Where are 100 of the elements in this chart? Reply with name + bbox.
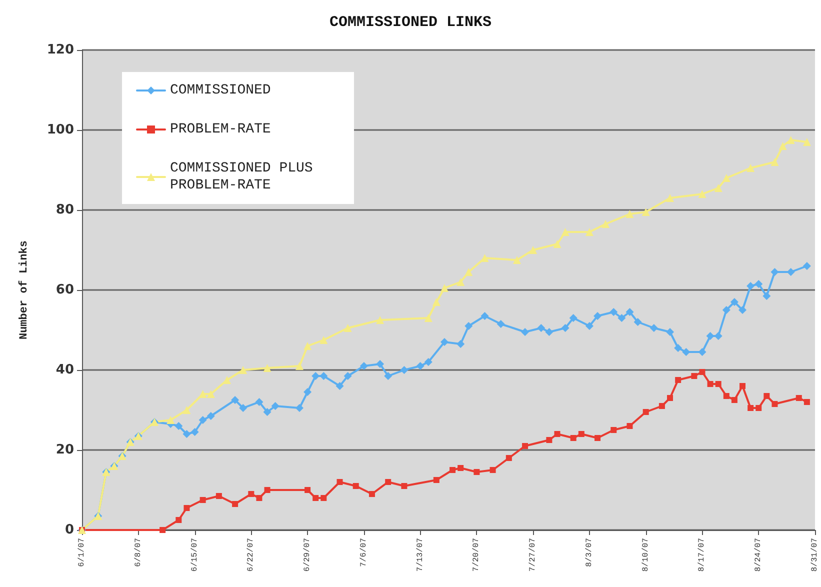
point <box>626 423 633 429</box>
point <box>239 366 248 374</box>
point <box>578 431 584 437</box>
point <box>456 278 465 286</box>
x-tick-label: 6/22/07 <box>246 538 256 572</box>
point <box>336 479 343 485</box>
point <box>385 479 392 485</box>
point <box>715 381 722 387</box>
x-tick-label: 8/17/07 <box>698 538 707 572</box>
point <box>666 194 674 202</box>
point <box>432 298 440 306</box>
point <box>304 487 311 493</box>
point <box>248 491 254 497</box>
point <box>667 395 674 401</box>
point <box>698 190 706 198</box>
x-tick-label: 7/27/07 <box>528 538 538 572</box>
point <box>770 158 779 166</box>
point <box>176 517 182 523</box>
point <box>642 409 649 415</box>
point <box>376 316 384 324</box>
point <box>764 393 770 399</box>
point <box>778 142 787 150</box>
x-tick-label: 6/29/07 <box>303 538 312 572</box>
y-tick-label: 0 <box>64 522 74 538</box>
point <box>740 383 746 389</box>
point <box>772 401 778 407</box>
y-tick-label: 80 <box>56 202 74 218</box>
point <box>722 174 730 182</box>
y-axis-title: Number of Links <box>18 240 30 340</box>
y-tick-label: 120 <box>46 42 74 58</box>
point <box>368 491 375 497</box>
point <box>554 431 560 437</box>
point <box>450 467 456 473</box>
point <box>642 208 650 216</box>
point <box>756 405 762 411</box>
point <box>216 493 222 499</box>
x-tick-label: 7/13/07 <box>416 538 425 572</box>
point <box>424 314 432 322</box>
point <box>506 455 512 461</box>
point <box>731 397 738 403</box>
x-tick-label: 7/6/07 <box>359 538 368 567</box>
point <box>610 427 617 433</box>
point <box>570 435 576 441</box>
point <box>433 477 440 483</box>
point <box>480 254 489 262</box>
point <box>232 501 238 507</box>
point <box>804 399 810 405</box>
point <box>320 495 327 501</box>
point <box>707 381 714 387</box>
point <box>401 483 408 489</box>
point <box>522 443 528 449</box>
x-tick-label: 8/3/07 <box>584 538 594 567</box>
x-tick-label: 8/10/07 <box>641 538 650 572</box>
point <box>553 240 562 248</box>
point <box>691 373 698 379</box>
x-tick-label: 7/20/07 <box>472 538 482 572</box>
point <box>796 395 802 401</box>
x-tick-label: 6/15/07 <box>190 538 200 572</box>
point <box>585 228 594 236</box>
point <box>264 487 270 493</box>
y-tick-label: 20 <box>56 442 74 458</box>
point <box>458 465 464 471</box>
point <box>748 405 754 411</box>
point <box>464 268 473 276</box>
point <box>182 406 191 414</box>
point <box>160 527 166 533</box>
point <box>658 403 665 409</box>
y-tick-label: 60 <box>56 282 74 298</box>
point <box>320 336 328 344</box>
legend-label: COMMISSIONED PLUS PROBLEM-RATE <box>170 160 322 194</box>
legend-label: COMMISSIONED <box>170 82 271 98</box>
point <box>786 136 795 144</box>
legend-label: PROBLEM-RATE <box>170 122 271 138</box>
point <box>312 495 319 501</box>
point <box>699 369 706 375</box>
point <box>352 483 359 489</box>
point <box>602 220 610 228</box>
point <box>561 228 570 236</box>
point <box>263 364 272 372</box>
x-tick-label: 8/31/07 <box>810 538 820 572</box>
point <box>746 164 755 172</box>
chart-title: COMMISSIONED LINKS <box>329 14 492 31</box>
point <box>675 377 682 383</box>
point <box>184 505 190 511</box>
point <box>594 435 601 441</box>
point <box>206 390 215 398</box>
point <box>474 469 480 475</box>
point <box>256 495 262 501</box>
point <box>529 246 538 254</box>
x-tick-label: 6/1/07 <box>78 538 86 567</box>
point <box>304 342 312 350</box>
point <box>295 362 304 370</box>
y-tick-label: 100 <box>46 122 74 138</box>
y-tick-label: 40 <box>56 362 74 378</box>
point <box>344 324 352 332</box>
point <box>626 210 634 218</box>
point <box>440 284 448 292</box>
point <box>723 393 730 399</box>
point <box>714 184 722 192</box>
point <box>166 416 175 424</box>
